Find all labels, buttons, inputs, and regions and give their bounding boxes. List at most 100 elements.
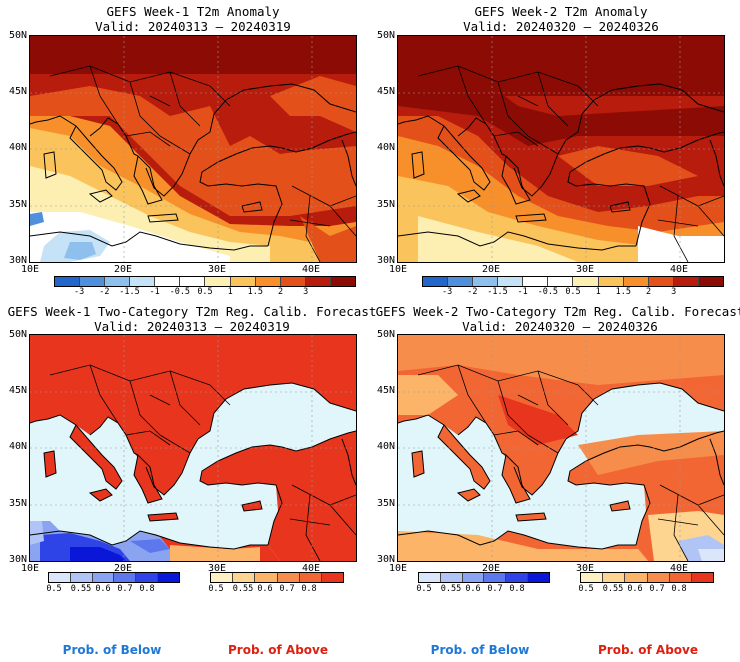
anomaly-swatch xyxy=(130,277,156,286)
anomaly-tick-label: 3 xyxy=(671,287,677,297)
anomaly-swatch xyxy=(573,277,599,286)
prob-above-swatch xyxy=(321,573,344,582)
prob-below-swatch xyxy=(136,573,159,582)
prob-above-swatch xyxy=(233,573,256,582)
prob-tick-label: 0.5 xyxy=(578,584,594,594)
anomaly-tick-label: 3 xyxy=(303,287,309,297)
anomaly-tick-label: -2 xyxy=(99,287,110,297)
prob-tick-label: 0.8 xyxy=(301,584,317,594)
prob-below-swatch xyxy=(114,573,137,582)
prob-below-label-week1: Prob. of Below xyxy=(62,643,162,657)
anomaly-swatch xyxy=(423,277,449,286)
anomaly-swatch xyxy=(473,277,499,286)
prob-above-swatch xyxy=(669,573,692,582)
anomaly-swatch xyxy=(305,277,331,286)
prob-below-swatch xyxy=(419,573,441,582)
prob-tick-label: 0.8 xyxy=(671,584,687,594)
anomaly-tick-label: 0.5 xyxy=(565,287,581,297)
prob-above-swatch xyxy=(691,573,714,582)
prob-above-swatch xyxy=(277,573,300,582)
prob-below-swatch xyxy=(70,573,93,582)
prob-below-colorbar-week2 xyxy=(418,572,550,583)
anomaly-swatch xyxy=(55,277,81,286)
anomaly-swatch xyxy=(448,277,474,286)
anomaly-colorbar-week2 xyxy=(422,276,724,287)
map-week1-prob xyxy=(29,334,357,562)
anomaly-swatch xyxy=(548,277,574,286)
prob-below-swatch xyxy=(528,573,549,582)
prob-below-swatch xyxy=(92,573,115,582)
anomaly-colorbar-week1 xyxy=(54,276,356,287)
prob-above-swatch xyxy=(603,573,626,582)
anomaly-swatch xyxy=(180,277,206,286)
prob-tick-label: 0.55 xyxy=(602,584,624,594)
anomaly-swatch xyxy=(255,277,281,286)
prob-above-swatch xyxy=(299,573,322,582)
prob-tick-label: 0.5 xyxy=(208,584,224,594)
anomaly-swatch xyxy=(330,277,355,286)
anomaly-swatch xyxy=(598,277,624,286)
anomaly-tick-label: -3 xyxy=(442,287,453,297)
prob-tick-label: 0.5 xyxy=(416,584,432,594)
anomaly-swatch xyxy=(80,277,106,286)
anomaly-tick-label: 1.5 xyxy=(247,287,263,297)
panel-title-week1-anomaly: GEFS Week-1 T2m Anomaly Valid: 20240313 … xyxy=(95,4,291,34)
anomaly-swatch xyxy=(673,277,699,286)
anomaly-tick-label: -3 xyxy=(74,287,85,297)
anomaly-tick-label: 1 xyxy=(227,287,233,297)
prob-tick-label: 0.6 xyxy=(95,584,111,594)
anomaly-tick-label: -1 xyxy=(517,287,528,297)
prob-tick-label: 0.7 xyxy=(649,584,665,594)
prob-tick-label: 0.8 xyxy=(139,584,155,594)
map-week2-prob xyxy=(397,334,725,562)
prob-below-swatch xyxy=(49,573,71,582)
panel-title-week2-prob: GEFS Week-2 Two-Category T2m Reg. Calib.… xyxy=(375,304,740,334)
prob-tick-label: 0.55 xyxy=(440,584,462,594)
anomaly-tick-label: -0.5 xyxy=(537,287,559,297)
prob-below-swatch xyxy=(440,573,463,582)
anomaly-swatch xyxy=(155,277,181,286)
anomaly-swatch xyxy=(230,277,256,286)
anomaly-swatch xyxy=(205,277,231,286)
anomaly-tick-label: -0.5 xyxy=(169,287,191,297)
anomaly-swatch xyxy=(280,277,306,286)
anomaly-swatch xyxy=(623,277,649,286)
prob-above-swatch xyxy=(255,573,278,582)
prob-above-colorbar-week1 xyxy=(210,572,344,583)
prob-below-swatch xyxy=(506,573,529,582)
anomaly-tick-label: 2 xyxy=(645,287,652,297)
prob-tick-label: 0.8 xyxy=(509,584,525,594)
anomaly-tick-label: -1 xyxy=(149,287,160,297)
anomaly-swatch xyxy=(105,277,131,286)
anomaly-tick-label: 2 xyxy=(277,287,284,297)
map-week2-anomaly xyxy=(397,35,725,263)
prob-tick-label: 0.5 xyxy=(46,584,62,594)
prob-below-swatch xyxy=(158,573,179,582)
prob-tick-label: 0.55 xyxy=(232,584,254,594)
prob-below-swatch xyxy=(462,573,485,582)
prob-above-label-week2: Prob. of Above xyxy=(597,643,698,657)
anomaly-swatch xyxy=(498,277,524,286)
prob-above-swatch xyxy=(647,573,670,582)
prob-below-swatch xyxy=(484,573,507,582)
anomaly-tick-label: -1.5 xyxy=(487,287,508,297)
prob-tick-label: 0.7 xyxy=(279,584,295,594)
prob-above-swatch xyxy=(211,573,234,582)
prob-tick-label: 0.7 xyxy=(487,584,503,594)
anomaly-tick-label: 1.5 xyxy=(615,287,631,297)
panel-title-week2-anomaly: GEFS Week-2 T2m Anomaly Valid: 20240320 … xyxy=(463,4,659,34)
map-week1-anomaly xyxy=(29,35,357,263)
prob-below-label-week2: Prob. of Below xyxy=(430,643,530,657)
prob-tick-label: 0.6 xyxy=(627,584,643,594)
anomaly-tick-label: 0.5 xyxy=(197,287,213,297)
panel-title-week1-prob: GEFS Week-1 Two-Category T2m Reg. Calib.… xyxy=(7,304,377,334)
prob-tick-label: 0.6 xyxy=(257,584,273,594)
prob-above-colorbar-week2 xyxy=(580,572,714,583)
anomaly-tick-label: -1.5 xyxy=(119,287,140,297)
anomaly-swatch xyxy=(698,277,723,286)
prob-tick-label: 0.6 xyxy=(465,584,481,594)
prob-below-colorbar-week1 xyxy=(48,572,180,583)
prob-tick-label: 0.55 xyxy=(70,584,92,594)
anomaly-tick-label: 1 xyxy=(595,287,601,297)
anomaly-swatch xyxy=(648,277,674,286)
